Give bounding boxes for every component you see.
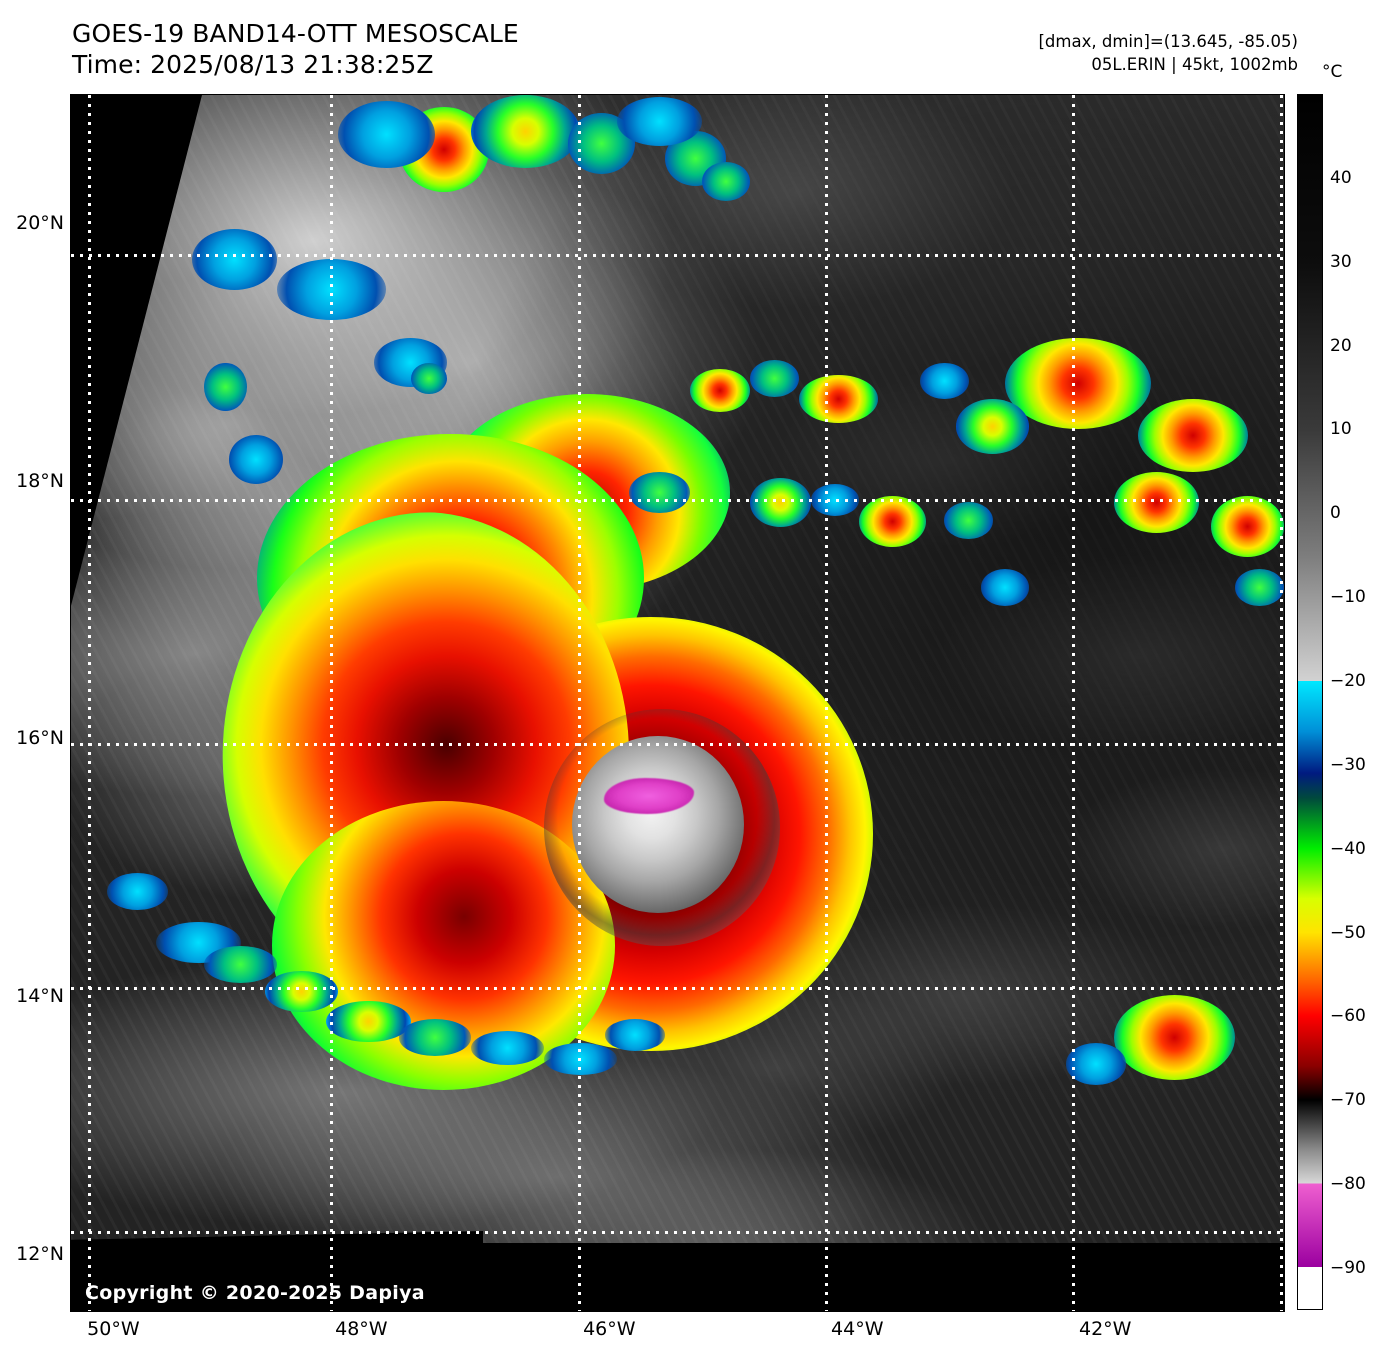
convective-cell (750, 360, 799, 397)
convective-cell (471, 95, 581, 168)
colorbar-gradient (1298, 95, 1322, 1309)
convective-cell (1235, 569, 1284, 606)
xtick-label: 42°W (1078, 1318, 1132, 1340)
ytick-label: 20°N (16, 211, 64, 234)
convective-cell (410, 362, 447, 395)
convective-cell (1114, 994, 1236, 1080)
colorbar-tick-label: −40 (1330, 838, 1366, 859)
ytick-label: 12°N (16, 1243, 64, 1265)
gridline-meridian-42w (1072, 95, 1075, 1311)
convective-cell (325, 1000, 411, 1043)
colorbar-tick-label: −90 (1330, 1258, 1366, 1279)
convective-cell (1138, 399, 1248, 472)
gridline-meridian-50w (88, 95, 91, 1311)
gridline-parallel-18n (71, 499, 1284, 502)
convective-cell (1065, 1043, 1127, 1085)
gridline-parallel-12n (71, 1231, 1284, 1234)
copyright-notice: Copyright © 2020-2025 Dapiya (85, 1282, 425, 1304)
convective-cell (920, 362, 969, 399)
colorbar-tick-label: 30 (1330, 251, 1352, 272)
storm-eye (572, 735, 744, 913)
colorbar-tick-label: 40 (1330, 167, 1352, 188)
convective-cell (1005, 338, 1151, 430)
satellite-image-plot[interactable]: Copyright © 2020-2025 Dapiya (70, 94, 1285, 1312)
convective-cell (944, 502, 993, 539)
ytick-label: 14°N (16, 985, 64, 1008)
gridline-parallel-14n (71, 987, 1284, 990)
timestamp-label: Time: 2025/08/13 21:38:25Z (72, 50, 434, 79)
colorbar-tick-label: −80 (1330, 1174, 1366, 1195)
convective-cell (1114, 471, 1200, 533)
data-range-label: [dmax, dmin]=(13.645, -85.05) (1038, 32, 1299, 51)
convective-cell (398, 1019, 472, 1056)
gridline-meridian-48w (330, 95, 333, 1311)
colorbar-tick-label: −20 (1330, 671, 1366, 692)
xtick-label: 50°W (87, 1318, 140, 1340)
convective-cell (859, 496, 927, 548)
convective-cell (204, 946, 278, 983)
ytick-label: 18°N (16, 469, 64, 492)
colorbar-tick-label: −50 (1330, 922, 1366, 943)
xtick-label: 46°W (583, 1318, 636, 1340)
colorbar-tick-label: −70 (1330, 1090, 1366, 1111)
gridline-meridian-edge (1280, 95, 1283, 1311)
header-left: GOES-19 BAND14-OTT MESOSCALE Time: 2025/… (72, 18, 772, 80)
gridline-parallel-20n (71, 254, 1284, 257)
convective-cell (616, 97, 702, 147)
convective-cell (228, 435, 284, 485)
convective-cell (798, 374, 878, 424)
convective-cell (701, 161, 751, 201)
convective-cell (956, 399, 1030, 454)
convective-cell (604, 1019, 666, 1051)
page-title: GOES-19 BAND14-OTT MESOSCALE (72, 19, 519, 48)
gridline-parallel-16n (71, 743, 1284, 746)
gridline-meridian-46w (578, 95, 581, 1311)
gridline-meridian-44w (825, 95, 828, 1311)
convective-cell (107, 873, 169, 910)
ytick-label: 16°N (16, 727, 64, 750)
temperature-colorbar[interactable] (1297, 94, 1323, 1310)
colorbar-tick-label: 20 (1330, 335, 1352, 356)
convective-cell (265, 970, 338, 1012)
xtick-label: 44°W (831, 1318, 884, 1340)
convective-cell (471, 1031, 545, 1066)
overshooting-top-marker (604, 778, 694, 814)
colorbar-tick-label: −30 (1330, 754, 1366, 775)
convective-cell (337, 101, 435, 168)
colorbar-tick-label: 10 (1330, 419, 1352, 440)
convective-cell (750, 478, 811, 527)
colorbar-unit-label: °C (1322, 62, 1343, 82)
storm-info-label: 05L.ERIN | 45kt, 1002mb (1091, 55, 1298, 74)
colorbar-tick-label: −10 (1330, 587, 1366, 608)
convective-cell (204, 362, 247, 412)
convective-cell (980, 569, 1030, 606)
xtick-label: 48°W (335, 1318, 388, 1340)
convective-cell (689, 368, 751, 413)
convective-cell (1211, 496, 1284, 558)
convective-cell (192, 228, 278, 290)
convective-cell (628, 471, 690, 514)
colorbar-tick-label: −60 (1330, 1006, 1366, 1027)
colorbar-tick-label: 0 (1330, 503, 1341, 524)
scan-edge-band-bottom (71, 1243, 1284, 1311)
header-right: [dmax, dmin]=(13.645, -85.05) 05L.ERIN |… (1039, 30, 1299, 76)
